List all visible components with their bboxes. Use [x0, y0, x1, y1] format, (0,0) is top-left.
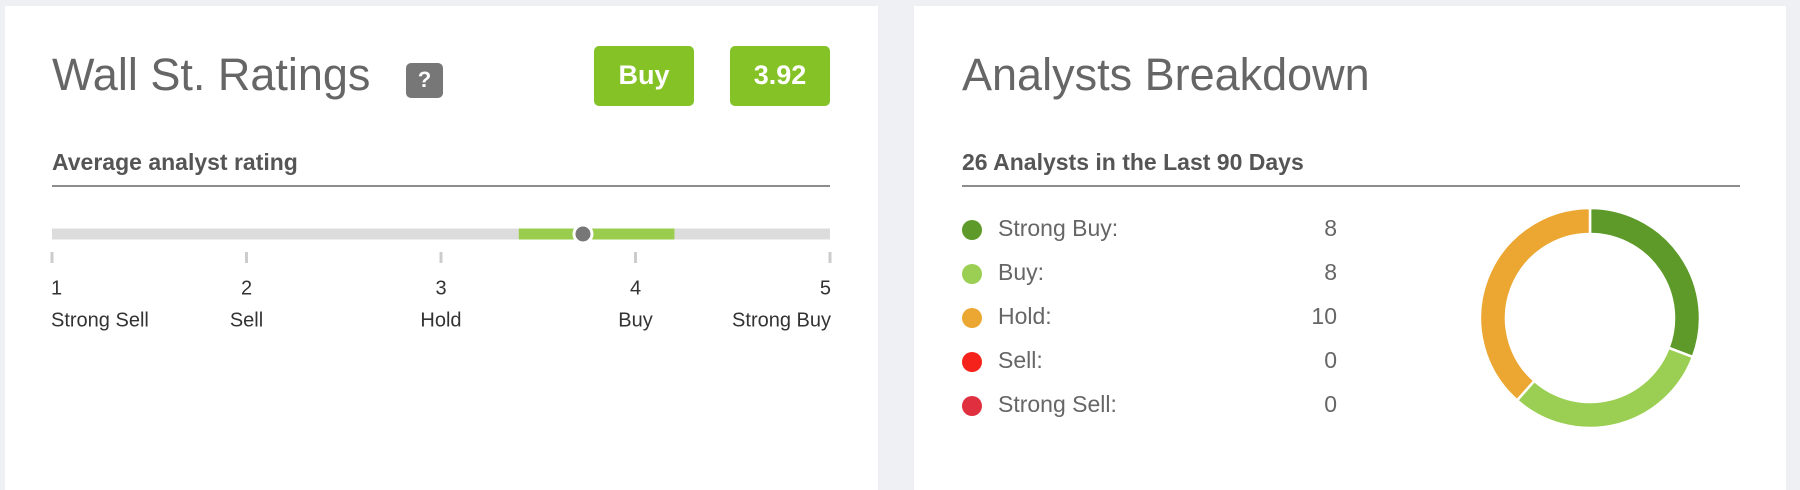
tick-label: 1: [51, 277, 62, 299]
legend-value: 0: [1324, 347, 1337, 373]
legend-dot: [962, 308, 982, 328]
rating-value-badge: [730, 46, 830, 106]
legend-value: 0: [1324, 391, 1337, 417]
rating-value: 3.92: [754, 60, 807, 90]
breakdown-title: Analysts Breakdown: [962, 49, 1370, 100]
legend-dot: [962, 220, 982, 240]
tick-name: Strong Sell: [51, 309, 149, 331]
tick-label: 4: [630, 277, 641, 299]
donut-segment: [1478, 206, 1592, 403]
tick-name: Strong Buy: [732, 309, 831, 331]
rating-range: [518, 228, 675, 240]
legend-label: Hold:: [998, 303, 1052, 329]
legend-value: 8: [1324, 259, 1337, 285]
tick-name: Hold: [420, 309, 461, 331]
legend-dot: [962, 264, 982, 284]
legend-dot: [962, 352, 982, 372]
ratings-subtitle: Average analyst rating: [52, 149, 298, 175]
tick-name: Sell: [230, 309, 263, 331]
legend-value: 10: [1311, 303, 1337, 329]
tick-label: 5: [820, 277, 831, 299]
tick-name: Buy: [618, 309, 652, 331]
help-badge[interactable]: [406, 63, 443, 98]
ratings-title: Wall St. Ratings: [52, 49, 370, 100]
legend-value: 8: [1324, 215, 1337, 241]
legend-dot: [962, 396, 982, 416]
breakdown-subtitle: 26 Analysts in the Last 90 Days: [962, 149, 1304, 175]
rating-marker: [572, 223, 594, 245]
legend-label: Strong Buy:: [998, 215, 1118, 241]
tick-label: 2: [241, 277, 252, 299]
rating-label: Buy: [618, 60, 669, 90]
tick-label: 3: [435, 277, 446, 299]
legend-label: Strong Sell:: [998, 391, 1117, 417]
legend-label: Buy:: [998, 259, 1044, 285]
rating-track: [52, 228, 830, 240]
help-icon[interactable]: ?: [418, 67, 431, 92]
rating-badge: [594, 46, 694, 106]
legend-label: Sell:: [998, 347, 1043, 373]
